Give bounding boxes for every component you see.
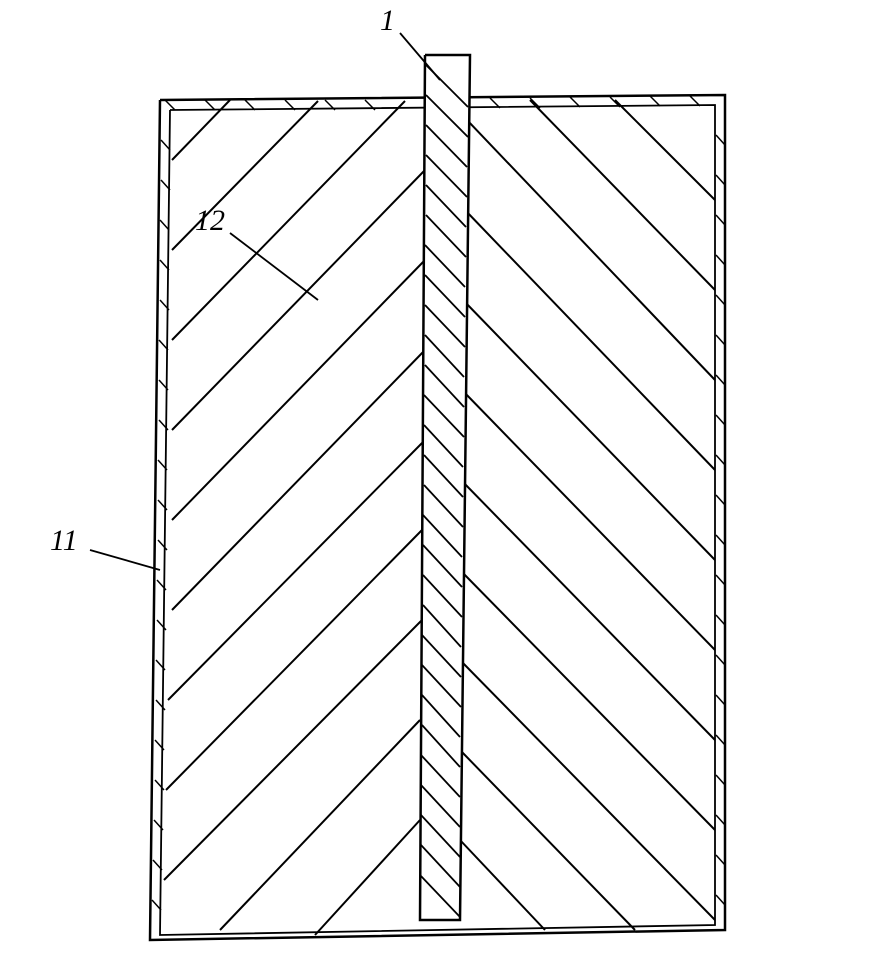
left-hatch	[172, 101, 318, 250]
shell-hatch	[716, 335, 725, 345]
right-hatch	[615, 100, 715, 200]
label-12: 12	[195, 204, 225, 237]
shell-hatch	[716, 535, 725, 545]
left-hatch	[164, 620, 422, 880]
label-1: 1	[380, 4, 395, 37]
shell-hatch	[165, 100, 175, 110]
shell-hatch	[716, 255, 725, 265]
shell-hatch	[161, 140, 170, 150]
shell-hatch	[650, 96, 660, 106]
shell-hatch	[205, 100, 215, 110]
shell-hatch	[716, 495, 725, 505]
shell-hatch	[716, 735, 725, 745]
shell-hatch	[160, 220, 169, 230]
shell-hatch	[716, 455, 725, 465]
cross-section-diagram: 1 12 11	[0, 0, 881, 964]
left-hatch	[168, 440, 425, 700]
shell-hatch	[716, 615, 725, 625]
shell-hatch	[716, 815, 725, 825]
shell-hatch	[716, 895, 725, 905]
shell-hatch	[716, 415, 725, 425]
right-hatch	[460, 750, 635, 930]
right-hatch	[460, 840, 545, 930]
shell-hatch	[716, 175, 725, 185]
left-hatch	[220, 720, 420, 930]
shell-hatch	[716, 775, 725, 785]
label-11: 11	[50, 524, 78, 557]
shell-hatch	[716, 655, 725, 665]
shell-hatch	[716, 135, 725, 145]
shell-hatch	[716, 695, 725, 705]
shell-hatch	[716, 295, 725, 305]
left-hatch	[315, 820, 420, 935]
shell-hatch	[716, 375, 725, 385]
shell-hatch	[716, 855, 725, 865]
leader-line	[90, 550, 160, 570]
shell-hatch	[716, 215, 725, 225]
shell-hatch	[716, 575, 725, 585]
right-hatch	[530, 100, 715, 290]
